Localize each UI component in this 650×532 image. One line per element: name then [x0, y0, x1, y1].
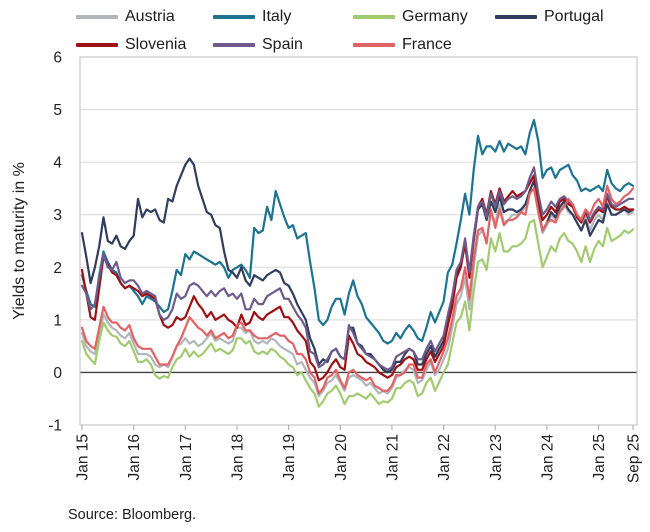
austria-line-swatch: [76, 15, 118, 19]
series-line-germany: [80, 218, 635, 408]
x-tick-label: Jan 25: [591, 434, 608, 481]
legend-item-slovenia: Slovenia: [76, 36, 213, 54]
italy-line-swatch: [213, 15, 255, 19]
series-line-italy: [80, 118, 635, 345]
series-line-slovenia: [80, 174, 635, 382]
legend-item-france: France: [353, 36, 495, 54]
legend-item-portugal: Portugal: [495, 8, 604, 26]
germany-line-swatch: [353, 15, 395, 19]
x-tick-label: Jan 22: [436, 434, 453, 481]
legend-item-austria: Austria: [76, 8, 213, 26]
y-tick-label: 4: [53, 155, 62, 172]
x-tick-label: Sep 25: [626, 434, 643, 483]
portugal-line-swatch: [495, 15, 537, 19]
x-tick-label: Jan 19: [281, 434, 298, 481]
y-tick-label: 3: [53, 207, 62, 224]
legend-label-italy: Italy: [262, 8, 292, 25]
y-tick-label: 5: [53, 102, 62, 119]
legend-label-portugal: Portugal: [544, 8, 604, 25]
legend-label-france: France: [402, 36, 452, 53]
x-tick-label: Jan 15: [75, 434, 92, 481]
series-line-spain: [80, 166, 635, 371]
x-tick-label: Jan 17: [178, 434, 195, 481]
y-tick-label: 6: [53, 50, 62, 67]
france-line-swatch: [353, 43, 395, 47]
x-tick-label: Jan 18: [229, 434, 246, 481]
legend-label-slovenia: Slovenia: [125, 36, 187, 53]
y-tick-label: 2: [53, 260, 62, 277]
legend-item-italy: Italy: [213, 8, 353, 26]
slovenia-line-swatch: [76, 43, 118, 47]
legend-label-austria: Austria: [125, 8, 175, 25]
y-tick-label: -1: [48, 418, 62, 435]
y-axis-title: Yields to maturity in %: [11, 162, 28, 320]
legend-item-germany: Germany: [353, 8, 495, 26]
y-tick-label: 0: [53, 365, 62, 382]
series-line-france: [80, 184, 635, 395]
spain-line-swatch: [213, 43, 255, 47]
source-note: Source: Bloomberg.: [68, 507, 197, 523]
legend-label-germany: Germany: [402, 8, 468, 25]
x-tick-label: Jan 20: [333, 434, 350, 481]
x-tick-label: Jan 16: [126, 434, 143, 481]
y-tick-label: 1: [53, 312, 62, 329]
x-tick-label: Jan 23: [488, 434, 505, 481]
legend-label-spain: Spain: [262, 36, 303, 53]
x-tick-label: Jan 21: [384, 434, 401, 481]
chart-legend: Austria Italy Germany Portugal Slovenia …: [76, 8, 604, 54]
legend-item-spain: Spain: [213, 36, 353, 54]
x-tick-label: Jan 24: [539, 434, 556, 481]
plot-border: [79, 56, 638, 426]
series-line-portugal: [80, 157, 635, 374]
